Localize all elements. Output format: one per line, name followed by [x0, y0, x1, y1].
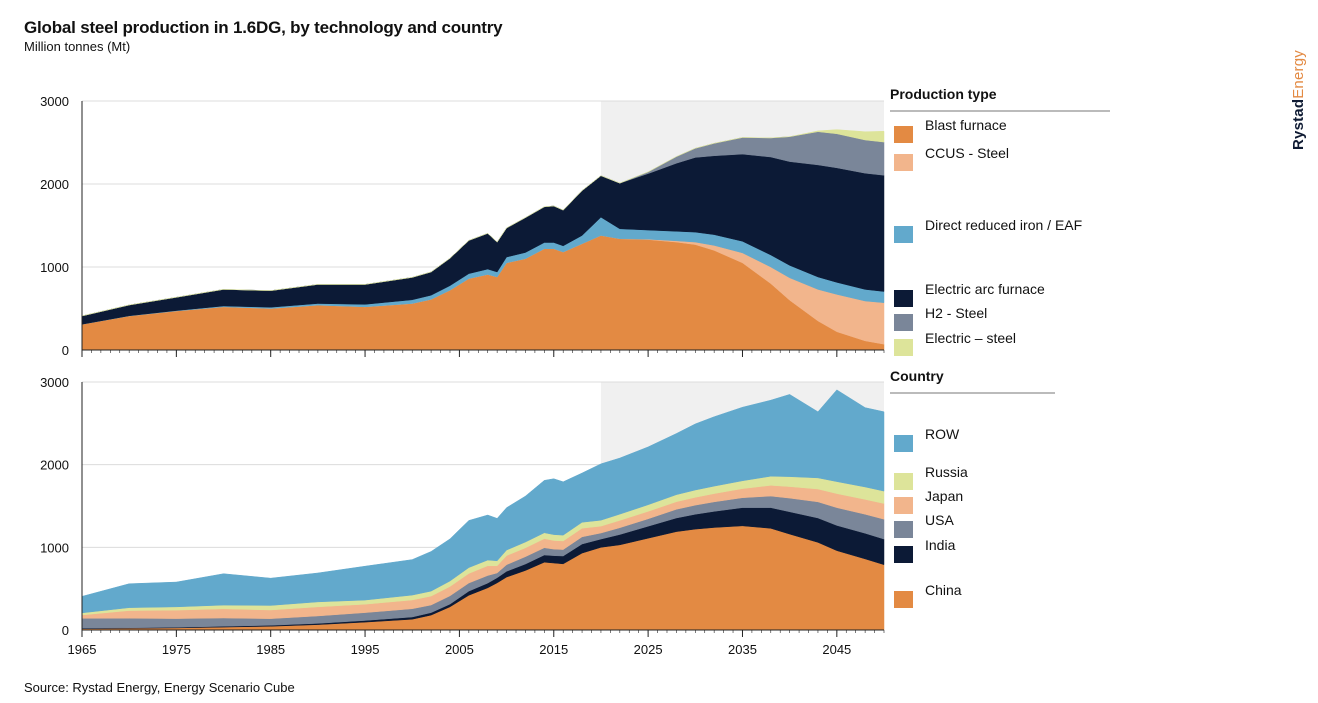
x-tick-label: 2045	[822, 642, 851, 657]
legend-title: Production type	[890, 86, 997, 102]
x-tick-label: 1995	[351, 642, 380, 657]
y-tick-label: 1000	[40, 260, 69, 275]
legend-label-usa: USA	[925, 512, 954, 528]
legend-swatch-ccus-steel	[894, 154, 913, 171]
chart-title: Global steel production in 1.6DG, by tec…	[24, 18, 503, 37]
legend-label-ccus-steel: CCUS - Steel	[925, 145, 1009, 161]
x-tick-label: 2025	[634, 642, 663, 657]
legend-swatch-india	[894, 546, 913, 563]
x-tick-label: 2035	[728, 642, 757, 657]
area-row	[81, 389, 885, 614]
legend-label-electric-arc-furnace: Electric arc furnace	[925, 281, 1045, 297]
x-tick-label: 1985	[256, 642, 285, 657]
area-electric-steel	[81, 129, 885, 317]
legend-label-row: ROW	[925, 426, 960, 442]
legend-swatch-direct-reduced-iron-eaf	[894, 226, 913, 243]
legend-label-india: India	[925, 537, 956, 553]
legend-label-h2-steel: H2 - Steel	[925, 305, 987, 321]
x-tick-label: 1965	[68, 642, 97, 657]
legend-label-japan: Japan	[925, 488, 963, 504]
legend-swatch-japan	[894, 497, 913, 514]
legend-swatch-china	[894, 591, 913, 608]
y-tick-label: 0	[62, 343, 69, 358]
y-tick-label: 3000	[40, 375, 69, 390]
x-tick-label: 2005	[445, 642, 474, 657]
legend-label-blast-furnace: Blast furnace	[925, 117, 1007, 133]
y-tick-label: 2000	[40, 177, 69, 192]
legend-swatch-usa	[894, 521, 913, 538]
legend-swatch-h2-steel	[894, 314, 913, 331]
y-tick-label: 1000	[40, 540, 69, 555]
y-tick-label: 2000	[40, 458, 69, 473]
legend-swatch-russia	[894, 473, 913, 490]
legend-label-russia: Russia	[925, 464, 968, 480]
y-tick-label: 3000	[40, 94, 69, 109]
y-tick-label: 0	[62, 623, 69, 638]
legend-swatch-electric-steel	[894, 339, 913, 356]
source-note: Source: Rystad Energy, Energy Scenario C…	[24, 680, 295, 695]
chart-subtitle: Million tonnes (Mt)	[24, 39, 131, 54]
legend-swatch-electric-arc-furnace	[894, 290, 913, 307]
legend-swatch-blast-furnace	[894, 126, 913, 143]
legend-title: Country	[890, 368, 944, 384]
legend-label-electric-steel: Electric – steel	[925, 330, 1016, 346]
legend-label-direct-reduced-iron-eaf: Direct reduced iron / EAF	[925, 217, 1082, 233]
legend-swatch-row	[894, 435, 913, 452]
x-tick-label: 1975	[162, 642, 191, 657]
legend-label-china: China	[925, 582, 962, 598]
x-tick-label: 2015	[539, 642, 568, 657]
